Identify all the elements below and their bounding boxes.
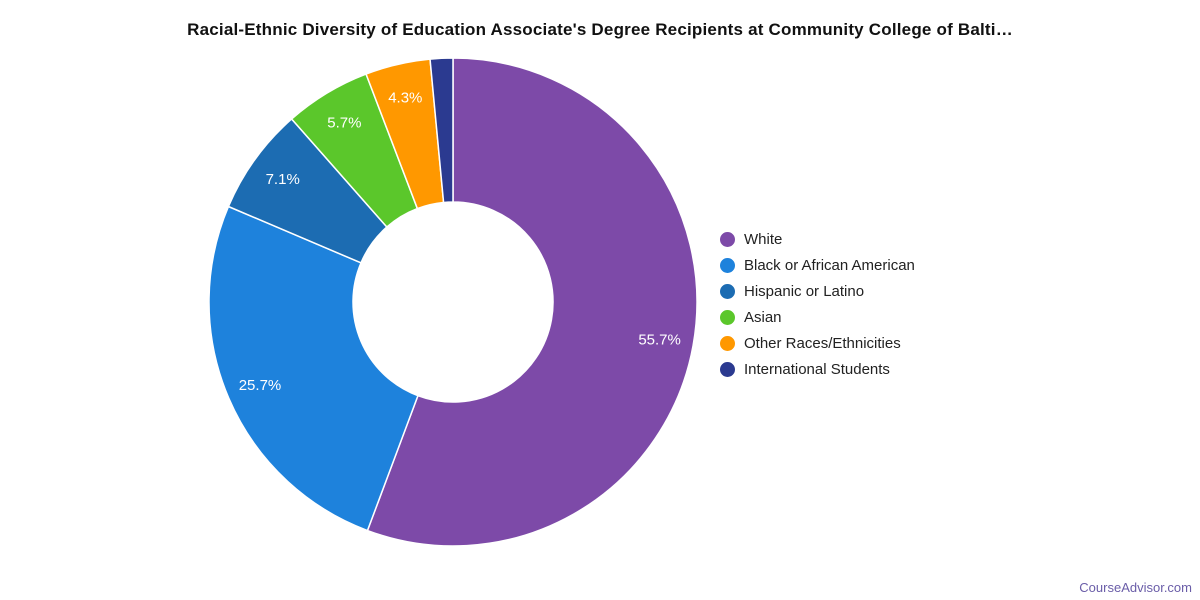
legend-item-label: Black or African American [744, 256, 915, 274]
pie-slice-white[interactable] [366, 57, 698, 547]
legend: White Black or African American Hispanic o… [720, 226, 915, 382]
watermark-link[interactable]: CourseAdvisor.com [1079, 580, 1192, 595]
legend-item-other-races-ethnicities[interactable]: Other Races/Ethnicities [720, 330, 915, 356]
legend-item-black-or-african-american[interactable]: Black or African American [720, 252, 915, 278]
legend-item-hispanic-or-latino[interactable]: Hispanic or Latino [720, 278, 915, 304]
legend-item-label: White [744, 230, 783, 248]
legend-swatch-icon [720, 231, 735, 247]
legend-item-label: International Students [744, 360, 890, 378]
legend-swatch-icon [720, 361, 735, 377]
legend-swatch-icon [720, 283, 735, 299]
legend-item-asian[interactable]: Asian [720, 304, 915, 330]
legend-swatch-icon [720, 257, 735, 273]
pie-slice-international-students[interactable] [429, 57, 454, 204]
legend-item-label: Hispanic or Latino [744, 282, 865, 300]
legend-item-international-students[interactable]: International Students [720, 356, 915, 382]
pie-slice-black-or-african-american[interactable] [208, 205, 419, 532]
legend-swatch-icon [720, 335, 735, 351]
legend-item-label: Asian [744, 308, 782, 326]
legend-item-white[interactable]: White [720, 226, 915, 252]
chart-title: Racial-Ethnic Diversity of Education Ass… [187, 20, 1013, 39]
legend-item-label: Other Races/Ethnicities [744, 334, 901, 352]
legend-swatch-icon [720, 309, 735, 325]
